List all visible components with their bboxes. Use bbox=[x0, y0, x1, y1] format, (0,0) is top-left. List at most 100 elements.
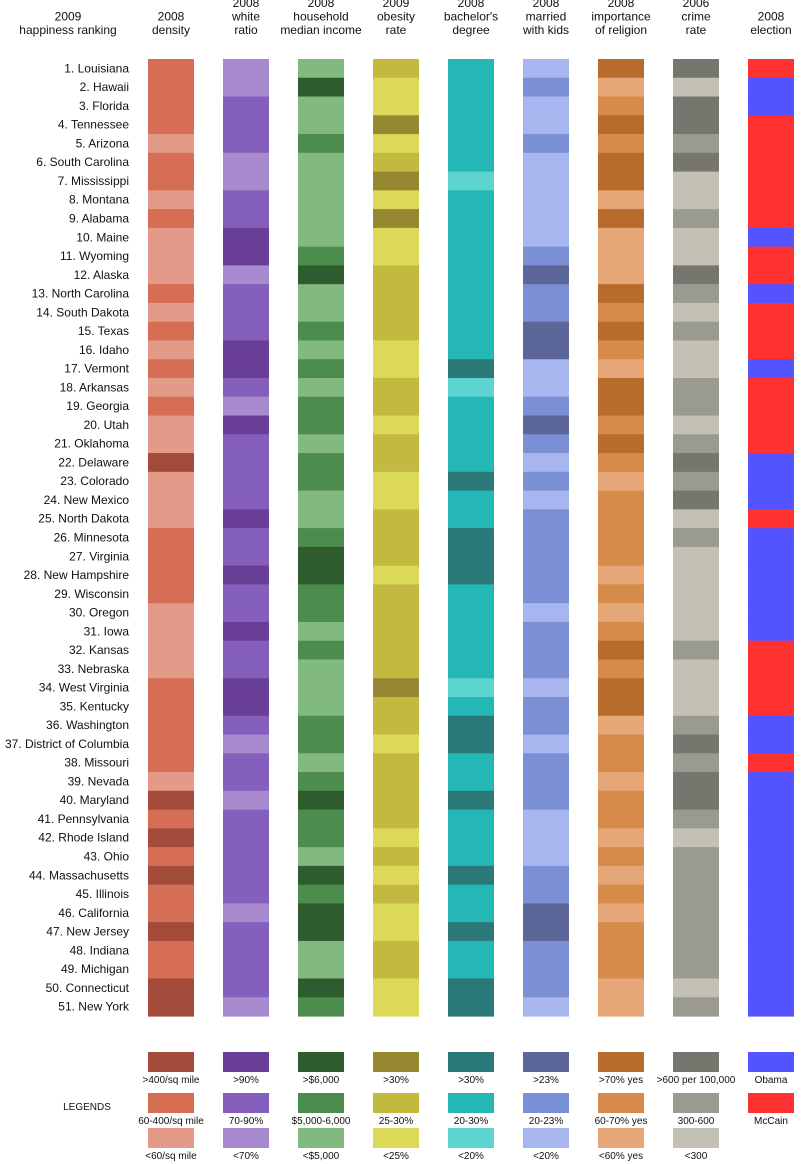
legend-swatch-white_ratio bbox=[223, 1128, 269, 1148]
row-label: 21. Oklahoma bbox=[54, 437, 129, 451]
cell-income bbox=[298, 790, 344, 811]
cell-obesity bbox=[373, 284, 419, 304]
cell-bachelors bbox=[448, 715, 494, 736]
row-label: 35. Kentucky bbox=[60, 699, 129, 713]
column-header-bachelors: degree bbox=[452, 23, 490, 37]
legend-label-religion: >70% yes bbox=[599, 1075, 643, 1086]
cell-election bbox=[748, 434, 794, 454]
cell-white_ratio bbox=[223, 884, 269, 905]
cell-white_ratio bbox=[223, 340, 269, 360]
cell-density bbox=[148, 697, 194, 717]
cell-married bbox=[523, 546, 569, 567]
cell-income bbox=[298, 997, 344, 1017]
legend-swatch-income bbox=[298, 1093, 344, 1113]
cell-married bbox=[523, 321, 569, 342]
cell-married bbox=[523, 152, 569, 173]
cell-married bbox=[523, 678, 569, 698]
row-label: 25. North Dakota bbox=[38, 512, 129, 526]
cell-white_ratio bbox=[223, 59, 269, 79]
cell-crime bbox=[673, 415, 719, 435]
column-header-crime: 2006 bbox=[683, 0, 710, 10]
cell-white_ratio bbox=[223, 997, 269, 1017]
cell-obesity bbox=[373, 190, 419, 210]
cell-bachelors bbox=[448, 621, 494, 642]
cell-density bbox=[148, 190, 194, 210]
cell-religion bbox=[598, 959, 644, 980]
cell-crime bbox=[673, 359, 719, 379]
cell-religion bbox=[598, 734, 644, 754]
cell-density bbox=[148, 565, 194, 586]
legend-label-religion: <60% yes bbox=[599, 1151, 643, 1162]
cell-income bbox=[298, 490, 344, 510]
cell-crime bbox=[673, 884, 719, 905]
cell-obesity bbox=[373, 246, 419, 267]
cell-bachelors bbox=[448, 884, 494, 905]
cell-white_ratio bbox=[223, 115, 269, 135]
cell-crime bbox=[673, 246, 719, 267]
cell-election bbox=[748, 922, 794, 942]
cell-bachelors bbox=[448, 678, 494, 698]
cell-density bbox=[148, 509, 194, 529]
cell-income bbox=[298, 115, 344, 135]
column-header-density: density bbox=[152, 23, 190, 37]
row-label: 24. New Mexico bbox=[44, 493, 130, 507]
cell-bachelors bbox=[448, 378, 494, 398]
cell-income bbox=[298, 528, 344, 548]
column-header-married: with kids bbox=[522, 23, 569, 37]
cell-crime bbox=[673, 565, 719, 586]
cell-married bbox=[523, 265, 569, 285]
cell-income bbox=[298, 284, 344, 304]
cell-obesity bbox=[373, 227, 419, 248]
cell-married bbox=[523, 809, 569, 829]
cell-income bbox=[298, 828, 344, 848]
row-label: 3. Florida bbox=[79, 99, 129, 113]
cell-income bbox=[298, 603, 344, 623]
cell-crime bbox=[673, 734, 719, 754]
cell-density bbox=[148, 171, 194, 191]
cell-religion bbox=[598, 77, 644, 98]
cell-bachelors bbox=[448, 453, 494, 473]
row-label: 26. Minnesota bbox=[54, 531, 130, 545]
legend-label-obesity: >30% bbox=[383, 1075, 409, 1086]
row-label: 46. California bbox=[58, 906, 129, 920]
cell-income bbox=[298, 640, 344, 661]
cell-white_ratio bbox=[223, 265, 269, 285]
legend-swatch-obesity bbox=[373, 1052, 419, 1072]
cell-bachelors bbox=[448, 134, 494, 154]
cell-bachelors bbox=[448, 59, 494, 79]
cell-religion bbox=[598, 434, 644, 454]
row-label: 42. Rhode Island bbox=[38, 831, 129, 845]
cell-election bbox=[748, 565, 794, 586]
cell-married bbox=[523, 865, 569, 886]
column-header-income: household bbox=[293, 10, 348, 24]
legend-swatch-density bbox=[148, 1128, 194, 1148]
cell-election bbox=[748, 828, 794, 848]
cell-married bbox=[523, 96, 569, 116]
legend-label-married: >23% bbox=[533, 1075, 559, 1086]
cell-income bbox=[298, 434, 344, 454]
legend-label-crime: <300 bbox=[685, 1151, 708, 1162]
cell-religion bbox=[598, 772, 644, 792]
cell-density bbox=[148, 678, 194, 698]
row-label: 7. Mississippi bbox=[58, 174, 129, 188]
cell-married bbox=[523, 171, 569, 191]
legend-label-religion: 60-70% yes bbox=[595, 1116, 648, 1127]
cell-religion bbox=[598, 265, 644, 285]
row-header: happiness ranking bbox=[19, 23, 116, 37]
cell-religion bbox=[598, 490, 644, 510]
legend-swatch-bachelors bbox=[448, 1052, 494, 1072]
cell-white_ratio bbox=[223, 171, 269, 191]
cell-obesity bbox=[373, 415, 419, 435]
row-label: 49. Michigan bbox=[61, 962, 129, 976]
cell-obesity bbox=[373, 603, 419, 623]
legend-label-income: <$5,000 bbox=[303, 1151, 340, 1162]
cell-religion bbox=[598, 453, 644, 473]
cell-density bbox=[148, 490, 194, 510]
column-header-white_ratio: white bbox=[231, 10, 260, 24]
cell-election bbox=[748, 77, 794, 98]
cell-married bbox=[523, 528, 569, 548]
column-header-bachelors: bachelor's bbox=[444, 10, 498, 24]
cell-crime bbox=[673, 659, 719, 679]
row-label: 47. New Jersey bbox=[46, 925, 129, 939]
legend-swatch-married bbox=[523, 1093, 569, 1113]
